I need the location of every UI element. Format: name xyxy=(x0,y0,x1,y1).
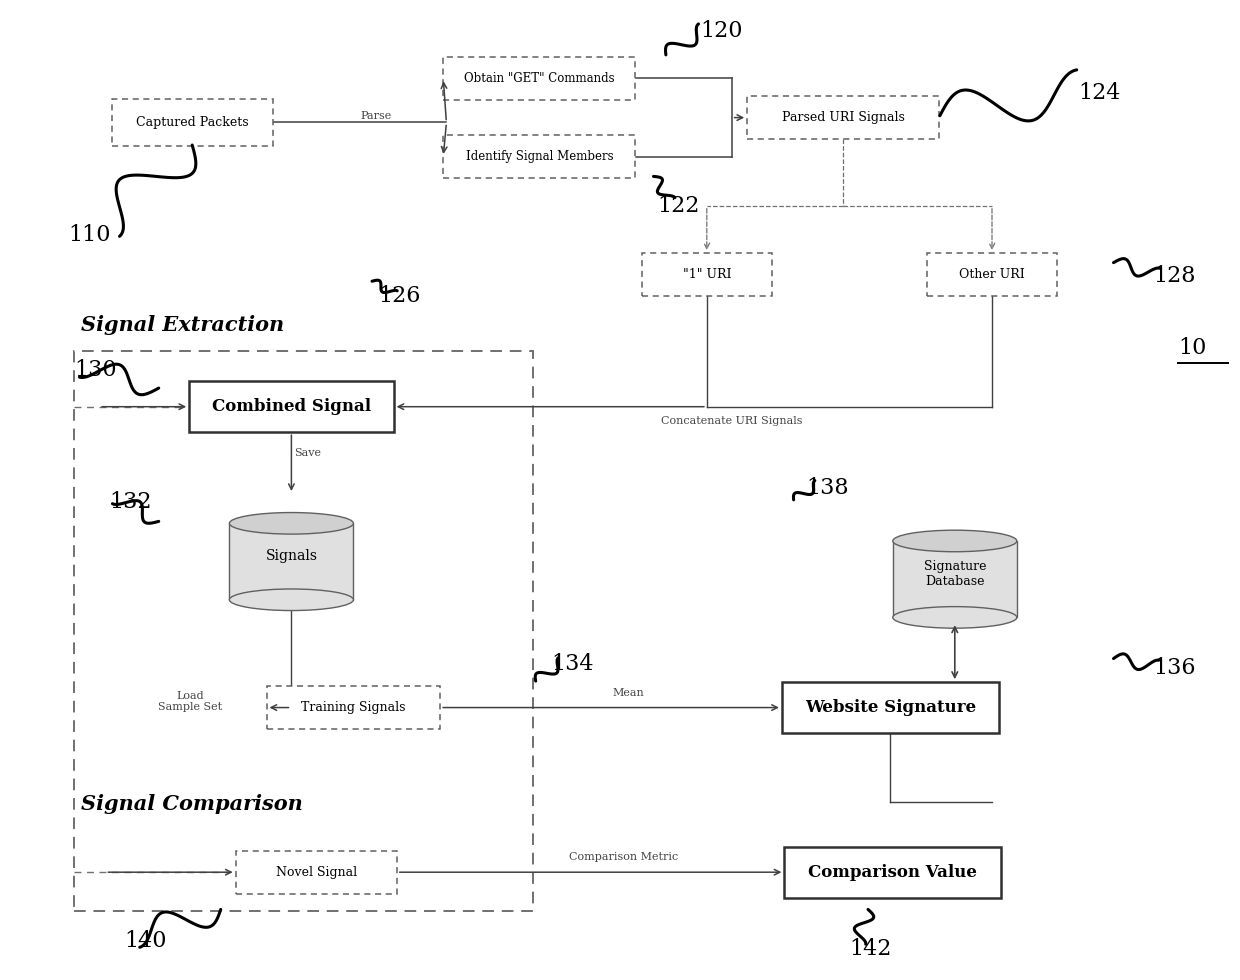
Text: Captured Packets: Captured Packets xyxy=(136,116,248,129)
Bar xyxy=(781,682,998,733)
Text: Website Signature: Website Signature xyxy=(805,699,976,716)
Text: Comparison Metric: Comparison Metric xyxy=(569,852,678,861)
Text: 122: 122 xyxy=(657,195,699,217)
Bar xyxy=(267,686,440,729)
Bar xyxy=(642,253,771,296)
Bar xyxy=(74,351,533,911)
Bar xyxy=(188,381,394,432)
Bar xyxy=(444,135,635,178)
Text: Parsed URI Signals: Parsed URI Signals xyxy=(781,111,905,124)
Text: 140: 140 xyxy=(124,930,166,952)
Bar xyxy=(928,253,1058,296)
Text: 142: 142 xyxy=(849,938,892,959)
Text: 132: 132 xyxy=(109,491,151,513)
Ellipse shape xyxy=(893,530,1017,552)
Text: Load
Sample Set: Load Sample Set xyxy=(157,691,222,712)
Text: 128: 128 xyxy=(1153,266,1195,287)
Text: Training Signals: Training Signals xyxy=(301,701,405,714)
Bar xyxy=(893,541,1017,617)
Text: 134: 134 xyxy=(552,654,594,675)
Text: Comparison Value: Comparison Value xyxy=(808,863,977,881)
Text: 138: 138 xyxy=(806,477,848,499)
Bar xyxy=(229,523,353,600)
Text: 136: 136 xyxy=(1153,658,1195,679)
Bar xyxy=(236,851,397,894)
Text: 10: 10 xyxy=(1178,337,1207,359)
Text: Signals: Signals xyxy=(265,549,317,564)
Text: 124: 124 xyxy=(1079,82,1121,104)
Bar xyxy=(112,99,273,146)
Text: "1" URI: "1" URI xyxy=(682,268,732,281)
Text: 130: 130 xyxy=(74,360,117,381)
Text: Combined Signal: Combined Signal xyxy=(212,398,371,416)
Text: Identify Signal Members: Identify Signal Members xyxy=(465,150,614,164)
Text: Signal Extraction: Signal Extraction xyxy=(81,316,284,335)
Text: Save: Save xyxy=(294,448,321,458)
Text: Signal Comparison: Signal Comparison xyxy=(81,794,303,813)
Text: Parse: Parse xyxy=(360,111,392,121)
Bar xyxy=(784,847,1001,898)
Ellipse shape xyxy=(229,589,353,611)
Ellipse shape xyxy=(229,513,353,534)
Bar xyxy=(746,96,940,139)
Text: Novel Signal: Novel Signal xyxy=(275,865,357,879)
Text: Concatenate URI Signals: Concatenate URI Signals xyxy=(661,416,802,426)
Text: Obtain "GET" Commands: Obtain "GET" Commands xyxy=(464,72,615,85)
Text: Mean: Mean xyxy=(613,688,645,698)
Bar xyxy=(444,57,635,100)
Text: 110: 110 xyxy=(68,224,110,246)
Ellipse shape xyxy=(893,607,1017,628)
Text: 120: 120 xyxy=(701,21,743,42)
Text: Signature
Database: Signature Database xyxy=(924,560,986,588)
Text: 126: 126 xyxy=(378,285,420,307)
Text: Other URI: Other URI xyxy=(959,268,1025,281)
